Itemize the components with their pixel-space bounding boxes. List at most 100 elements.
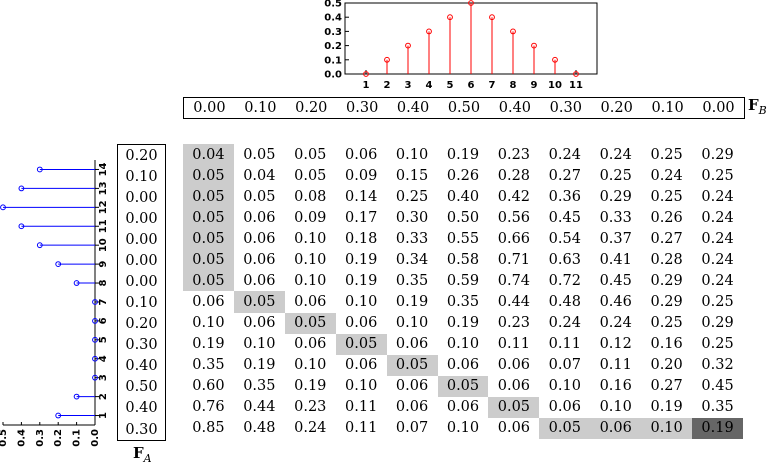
- left-stem-marker: [92, 299, 98, 305]
- matrix-cell: 0.35: [192, 357, 225, 374]
- fb-label: FB: [748, 96, 767, 117]
- matrix-cell: 0.19: [650, 399, 683, 416]
- left-stem-marker: [18, 185, 25, 192]
- top-stem-marker: [447, 14, 453, 21]
- matrix-cell: 0.06: [446, 357, 480, 374]
- fa-value: 0.00: [125, 189, 158, 206]
- left-itick-label: 6: [98, 317, 109, 324]
- fa-label-sub: A: [143, 452, 152, 465]
- matrix-cell: 0.05: [539, 417, 591, 439]
- matrix-cell: 0.29: [599, 188, 632, 205]
- matrix-cell: 0.32: [701, 357, 734, 374]
- matrix-cell: 0.05: [233, 291, 285, 313]
- matrix-cell: 0.17: [345, 209, 378, 226]
- top-xtick-label: 1: [363, 80, 370, 91]
- fb-label-main: F: [748, 96, 759, 114]
- fa-label-main: F: [133, 444, 144, 462]
- fa-value: 0.00: [125, 210, 158, 227]
- fb-value: 0.20: [295, 100, 328, 116]
- matrix-cell: 0.16: [599, 378, 632, 395]
- matrix-cell: 0.50: [446, 209, 480, 226]
- fb-value: 0.20: [600, 100, 633, 116]
- matrix-cell: 0.19: [243, 357, 276, 374]
- matrix-cell: 0.06: [395, 399, 429, 416]
- top-xtick-label: 8: [510, 80, 517, 91]
- top-stem-marker: [384, 56, 390, 63]
- fb-value: 0.10: [244, 100, 277, 116]
- matrix-cell: 0.48: [548, 294, 581, 311]
- matrix-cell: 0.10: [446, 420, 480, 437]
- left-stem-marker: [73, 280, 80, 286]
- left-vtick-label: 0.2: [53, 429, 64, 447]
- left-vtick-label: 0.1: [72, 429, 83, 447]
- fb-value: 0.30: [346, 100, 379, 116]
- matrix-cell: 0.16: [650, 336, 683, 353]
- matrix-cell: 0.66: [497, 230, 531, 247]
- matrix-cell: 0.42: [497, 188, 531, 205]
- matrix-cell: 0.35: [701, 399, 734, 416]
- top-stem-marker: [426, 28, 432, 35]
- matrix-cell: 0.06: [497, 378, 531, 395]
- matrix-cell: 0.25: [599, 167, 632, 184]
- fa-value: 0.10: [125, 295, 158, 312]
- matrix-cell: 0.06: [243, 272, 276, 289]
- matrix-cell: 0.55: [446, 230, 480, 247]
- matrix-cell: 0.25: [650, 315, 683, 332]
- matrix-cell: 0.71: [497, 251, 531, 268]
- matrix-cell: 0.10: [345, 294, 378, 311]
- matrix-cell: 0.23: [497, 315, 531, 332]
- top-stem-chart: 0.0 0.1 0.2 0.3 0.4 0.5 1 2 3 4 5 6 7 8 9 10 11: [324, 0, 598, 91]
- fb-value: 0.40: [396, 100, 430, 116]
- fa-value: 0.30: [125, 421, 158, 438]
- matrix-cell: 0.24: [548, 146, 581, 163]
- matrix-cell: 0.19: [192, 336, 225, 353]
- matrix-cell: 0.44: [497, 294, 531, 311]
- matrix-cell: 0.10: [294, 251, 327, 268]
- matrix-cell: 0.05: [183, 207, 234, 229]
- matrix-cell: 0.06: [294, 336, 327, 353]
- matrix-cell: 0.10: [599, 399, 632, 416]
- fb-value: 0.00: [702, 100, 735, 116]
- matrix-cell: 0.10: [345, 378, 378, 395]
- top-xtick-label: 7: [489, 80, 496, 91]
- top-xtick-label: 9: [531, 80, 538, 91]
- matrix-cell: 0.10: [641, 417, 693, 439]
- matrix-cell: 0.12: [599, 336, 632, 353]
- matrix-cell: 0.35: [395, 272, 429, 289]
- matrix-cell: 0.10: [294, 357, 327, 374]
- fa-label: FA: [133, 444, 152, 465]
- matrix-cell: 0.28: [497, 167, 531, 184]
- matrix-cell: 0.10: [294, 272, 327, 289]
- matrix-cell: 0.24: [701, 251, 734, 268]
- matrix-cell: 0.34: [395, 251, 429, 268]
- matrix-cell: 0.07: [395, 420, 429, 437]
- matrix-cell: 0.35: [446, 294, 480, 311]
- matrix-cell: 0.56: [497, 209, 531, 226]
- matrix-cell: 0.05: [284, 312, 336, 334]
- matrix-cell: 0.36: [548, 188, 581, 205]
- top-stem-marker: [510, 28, 516, 35]
- matrix-cell: 0.06: [243, 251, 276, 268]
- matrix-cell: 0.26: [446, 167, 480, 184]
- matrix-cell: 0.74: [497, 272, 531, 289]
- matrix-cell: 0.40: [446, 188, 480, 205]
- matrix-cell: 0.10: [294, 230, 327, 247]
- matrix-cell: 0.23: [497, 146, 531, 163]
- matrix-cell: 0.29: [701, 146, 734, 163]
- top-xtick-label: 4: [426, 80, 433, 91]
- matrix-cell: 0.30: [395, 209, 429, 226]
- left-itick-label: 10: [98, 238, 109, 252]
- left-itick-label: 3: [98, 374, 109, 381]
- matrix-cell: 0.05: [183, 165, 234, 187]
- matrix-cell: 0.06: [345, 146, 378, 163]
- left-itick-label: 12: [98, 200, 109, 214]
- matrix-cell: 0.06: [243, 315, 276, 332]
- matrix-cell: 0.06: [497, 420, 531, 437]
- left-vtick-label: 0.3: [35, 429, 46, 447]
- left-stem-marker: [92, 355, 98, 362]
- matrix-cell: 0.19: [446, 315, 480, 332]
- matrix-cell: 0.25: [701, 336, 734, 353]
- matrix-cell: 0.05: [294, 146, 327, 163]
- matrix-cell: 0.58: [446, 251, 480, 268]
- top-xtick-label: 6: [468, 80, 475, 91]
